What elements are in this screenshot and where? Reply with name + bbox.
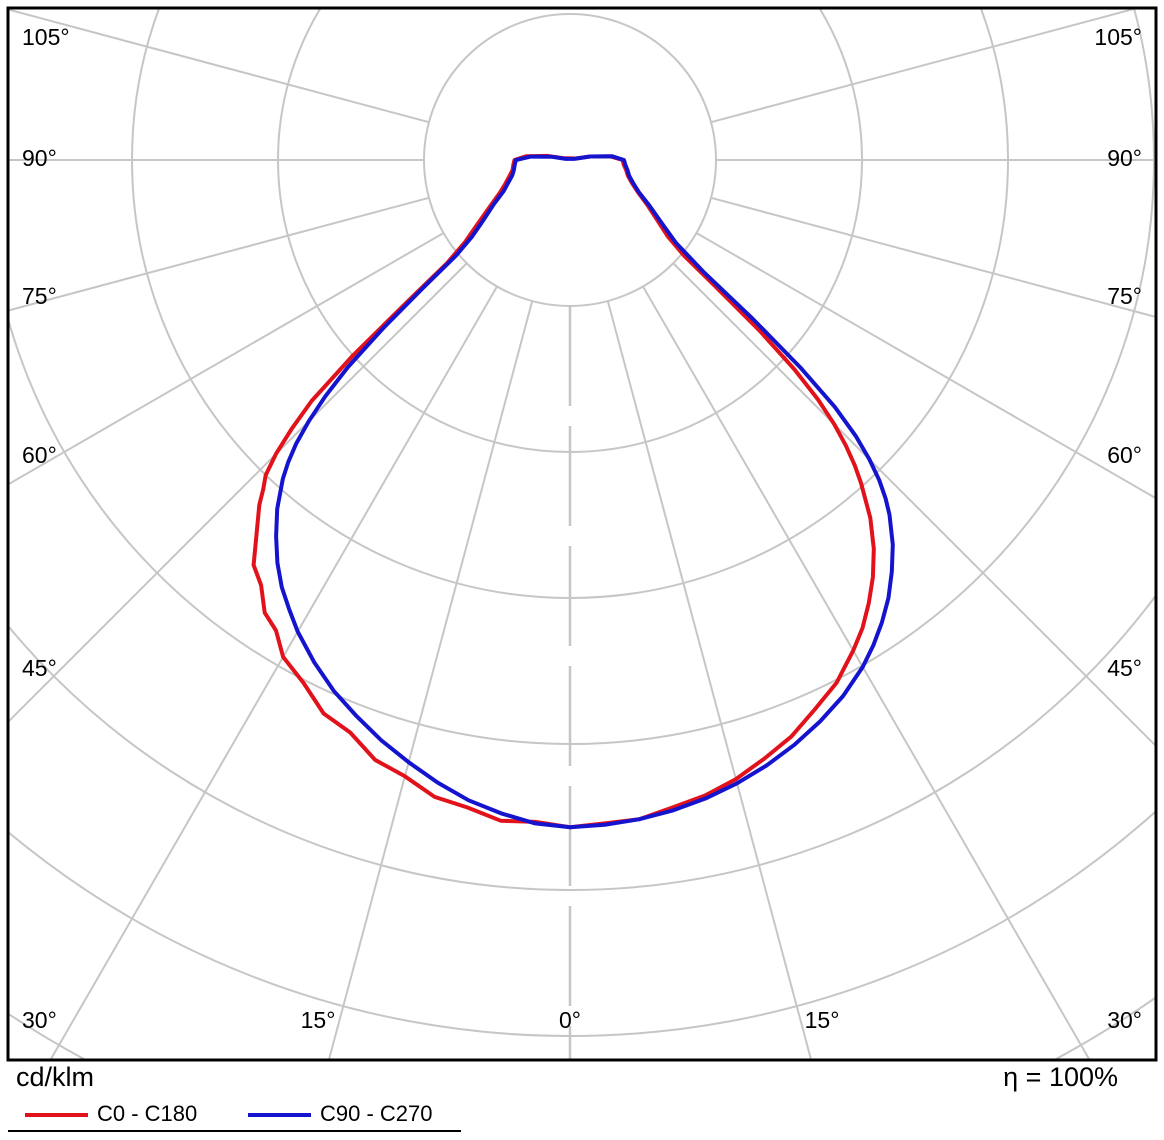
grid-radial-line <box>328 300 534 1059</box>
efficiency-label: η = 100% <box>1003 1062 1118 1092</box>
angle-tick-label: 105° <box>1094 24 1142 50</box>
grid-radial-line <box>606 300 812 1059</box>
grid-radial-line <box>642 285 1090 1059</box>
legend-label-c0: C0 - C180 <box>97 1101 198 1126</box>
angle-tick-label: 15° <box>301 1007 336 1033</box>
curve-c0-c180 <box>251 153 876 830</box>
angle-tick-label: 30° <box>22 1007 57 1033</box>
grid-radial-line <box>9 196 430 312</box>
grid-ring <box>9 595 1155 891</box>
angle-tick-label: 15° <box>805 1007 840 1033</box>
grid-radial-line <box>9 9 430 124</box>
angle-tick-label: 105° <box>22 24 70 50</box>
grid-radial-line <box>695 232 1155 499</box>
radial-unit-label: cd/klm <box>16 1062 95 1092</box>
grid-radial-line <box>710 9 1136 124</box>
angle-tick-label: 90° <box>1107 145 1142 171</box>
grid-ring <box>9 810 1155 1037</box>
grid-radial-line <box>50 285 498 1059</box>
angle-tick-label: 90° <box>22 145 57 171</box>
legend-line-c90-icon <box>248 1113 311 1117</box>
angle-tick-label: 60° <box>1107 442 1142 468</box>
grid-radial-line <box>9 232 445 485</box>
angle-tick-label: 30° <box>1107 1007 1142 1033</box>
angle-tick-label: 45° <box>22 655 57 681</box>
grid-radial-line <box>672 262 1155 746</box>
angle-tick-label: 45° <box>1107 655 1142 681</box>
legend-line-c0-icon <box>25 1113 88 1117</box>
legend-divider <box>8 1130 461 1132</box>
grid-radial-line <box>710 196 1155 318</box>
angle-tick-label: 60° <box>22 442 57 468</box>
angle-tick-label: 75° <box>1107 283 1142 309</box>
legend-label-c90: C90 - C270 <box>320 1101 433 1126</box>
angle-tick-label: 75° <box>22 283 57 309</box>
chart-frame <box>6 6 1158 1062</box>
grid-radial-line <box>9 262 468 722</box>
angle-tick-label: 0° <box>559 1007 581 1033</box>
grid-ring <box>9 9 1155 745</box>
curve-c90-c270 <box>274 154 895 830</box>
